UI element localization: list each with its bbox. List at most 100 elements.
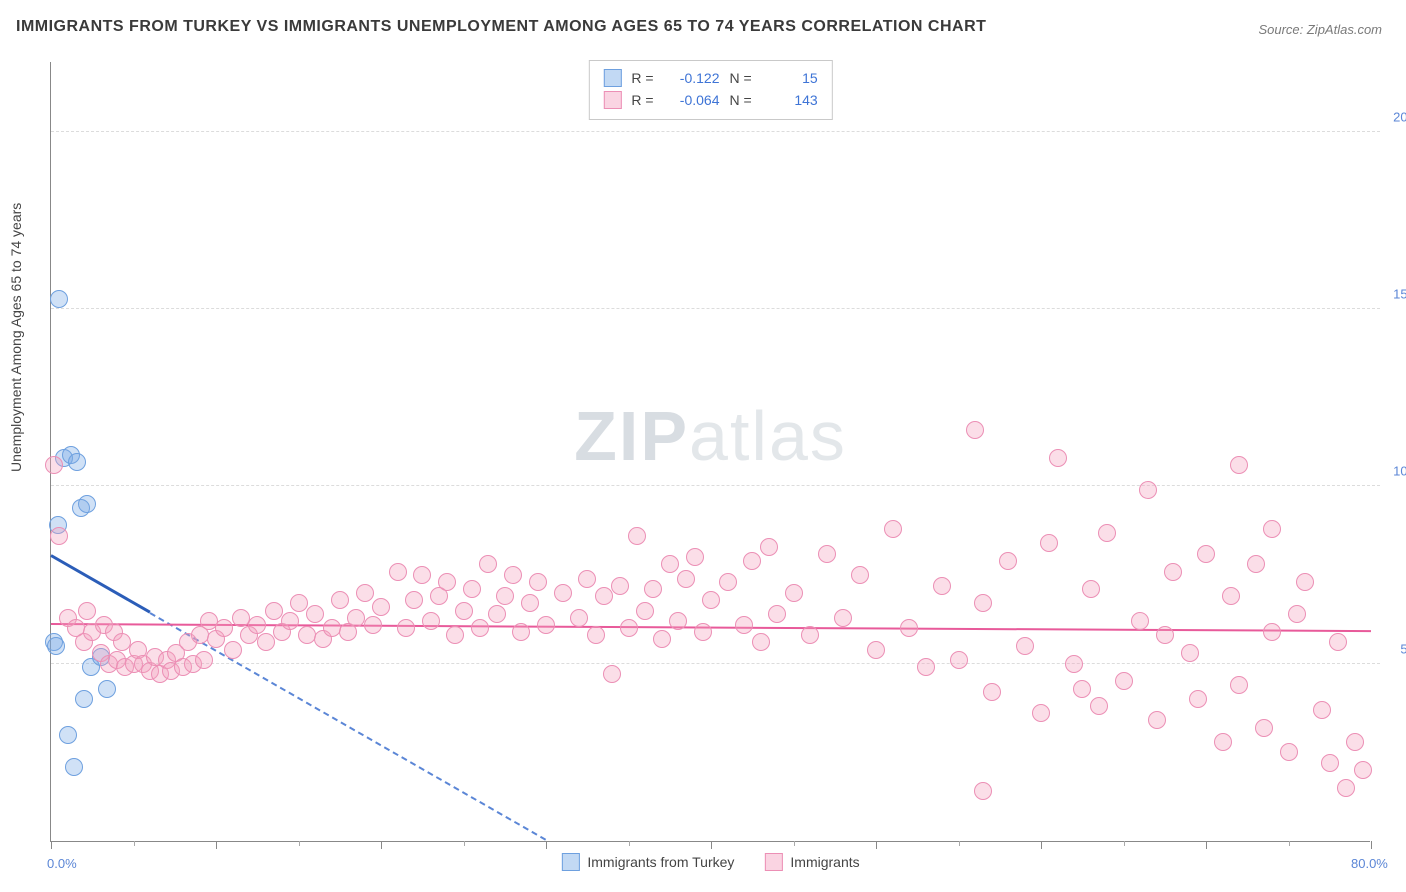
data-point-pink	[1131, 612, 1149, 630]
data-point-pink	[1082, 580, 1100, 598]
gridline	[51, 131, 1380, 132]
data-point-pink	[1189, 690, 1207, 708]
x-tick	[216, 841, 217, 849]
data-point-pink	[595, 587, 613, 605]
data-point-pink	[1247, 555, 1265, 573]
x-tick	[381, 841, 382, 849]
data-point-pink	[743, 552, 761, 570]
data-point-pink	[463, 580, 481, 598]
data-point-pink	[851, 566, 869, 584]
data-point-pink	[760, 538, 778, 556]
data-point-pink	[974, 594, 992, 612]
data-point-pink	[265, 602, 283, 620]
data-point-pink	[113, 633, 131, 651]
data-point-pink	[232, 609, 250, 627]
plot-area: ZIPatlas R = -0.122 N = 15 R = -0.064 N …	[50, 62, 1370, 842]
stat-r-blue: -0.122	[664, 70, 720, 86]
data-point-pink	[1280, 743, 1298, 761]
data-point-pink	[694, 623, 712, 641]
data-point-pink	[834, 609, 852, 627]
data-point-pink	[347, 609, 365, 627]
x-tick-minor	[629, 841, 630, 846]
x-tick	[1371, 841, 1372, 849]
data-point-pink	[290, 594, 308, 612]
source-label: Source: ZipAtlas.com	[1258, 22, 1382, 37]
trend-line-blue-solid	[50, 555, 150, 614]
data-point-pink	[1230, 676, 1248, 694]
data-point-pink	[405, 591, 423, 609]
swatch-blue-icon	[561, 853, 579, 871]
x-tick	[546, 841, 547, 849]
y-axis-label: Unemployment Among Ages 65 to 74 years	[8, 203, 24, 472]
data-point-pink	[397, 619, 415, 637]
data-point-pink	[702, 591, 720, 609]
data-point-pink	[455, 602, 473, 620]
data-point-pink	[677, 570, 695, 588]
data-point-pink	[281, 612, 299, 630]
data-point-pink	[752, 633, 770, 651]
data-point-pink	[1098, 524, 1116, 542]
data-point-pink	[504, 566, 522, 584]
data-point-pink	[1329, 633, 1347, 651]
stat-n-pink: 143	[762, 92, 818, 108]
x-tick-minor	[794, 841, 795, 846]
data-point-pink	[603, 665, 621, 683]
swatch-pink-icon	[603, 91, 621, 109]
stat-r-label: R =	[631, 92, 653, 108]
data-point-pink	[306, 605, 324, 623]
data-point-pink	[323, 619, 341, 637]
data-point-pink	[1197, 545, 1215, 563]
data-point-pink	[1222, 587, 1240, 605]
data-point-blue	[78, 495, 96, 513]
data-point-pink	[257, 633, 275, 651]
data-point-pink	[1346, 733, 1364, 751]
data-point-pink	[1313, 701, 1331, 719]
data-point-pink	[950, 651, 968, 669]
data-point-pink	[1115, 672, 1133, 690]
data-point-pink	[1164, 563, 1182, 581]
data-point-pink	[983, 683, 1001, 701]
stat-r-pink: -0.064	[664, 92, 720, 108]
data-point-pink	[1148, 711, 1166, 729]
data-point-pink	[735, 616, 753, 634]
stat-n-label: N =	[730, 70, 752, 86]
data-point-pink	[1321, 754, 1339, 772]
swatch-blue-icon	[603, 69, 621, 87]
data-point-pink	[413, 566, 431, 584]
data-point-pink	[1288, 605, 1306, 623]
legend-item-blue: Immigrants from Turkey	[561, 853, 734, 871]
data-point-pink	[1090, 697, 1108, 715]
y-tick-label: 5.0%	[1380, 641, 1406, 656]
data-point-pink	[1040, 534, 1058, 552]
trend-line-blue-dashed	[150, 612, 547, 841]
data-point-blue	[98, 680, 116, 698]
chart-container: Unemployment Among Ages 65 to 74 years Z…	[0, 52, 1406, 892]
data-point-pink	[1016, 637, 1034, 655]
data-point-pink	[867, 641, 885, 659]
x-tick	[1206, 841, 1207, 849]
y-tick-label: 15.0%	[1380, 287, 1406, 302]
x-tick	[711, 841, 712, 849]
data-point-pink	[1263, 623, 1281, 641]
data-point-pink	[1065, 655, 1083, 673]
data-point-blue	[47, 637, 65, 655]
x-tick-label: 80.0%	[1351, 856, 1388, 871]
data-point-pink	[1181, 644, 1199, 662]
x-tick	[1041, 841, 1042, 849]
data-point-pink	[298, 626, 316, 644]
x-tick	[51, 841, 52, 849]
data-point-pink	[45, 456, 63, 474]
swatch-pink-icon	[764, 853, 782, 871]
data-point-pink	[521, 594, 539, 612]
data-point-pink	[884, 520, 902, 538]
data-point-pink	[587, 626, 605, 644]
data-point-pink	[719, 573, 737, 591]
x-tick-minor	[1289, 841, 1290, 846]
x-tick-minor	[299, 841, 300, 846]
data-point-pink	[818, 545, 836, 563]
data-point-pink	[1354, 761, 1372, 779]
data-point-pink	[570, 609, 588, 627]
data-point-pink	[1255, 719, 1273, 737]
x-tick-minor	[1124, 841, 1125, 846]
data-point-pink	[389, 563, 407, 581]
